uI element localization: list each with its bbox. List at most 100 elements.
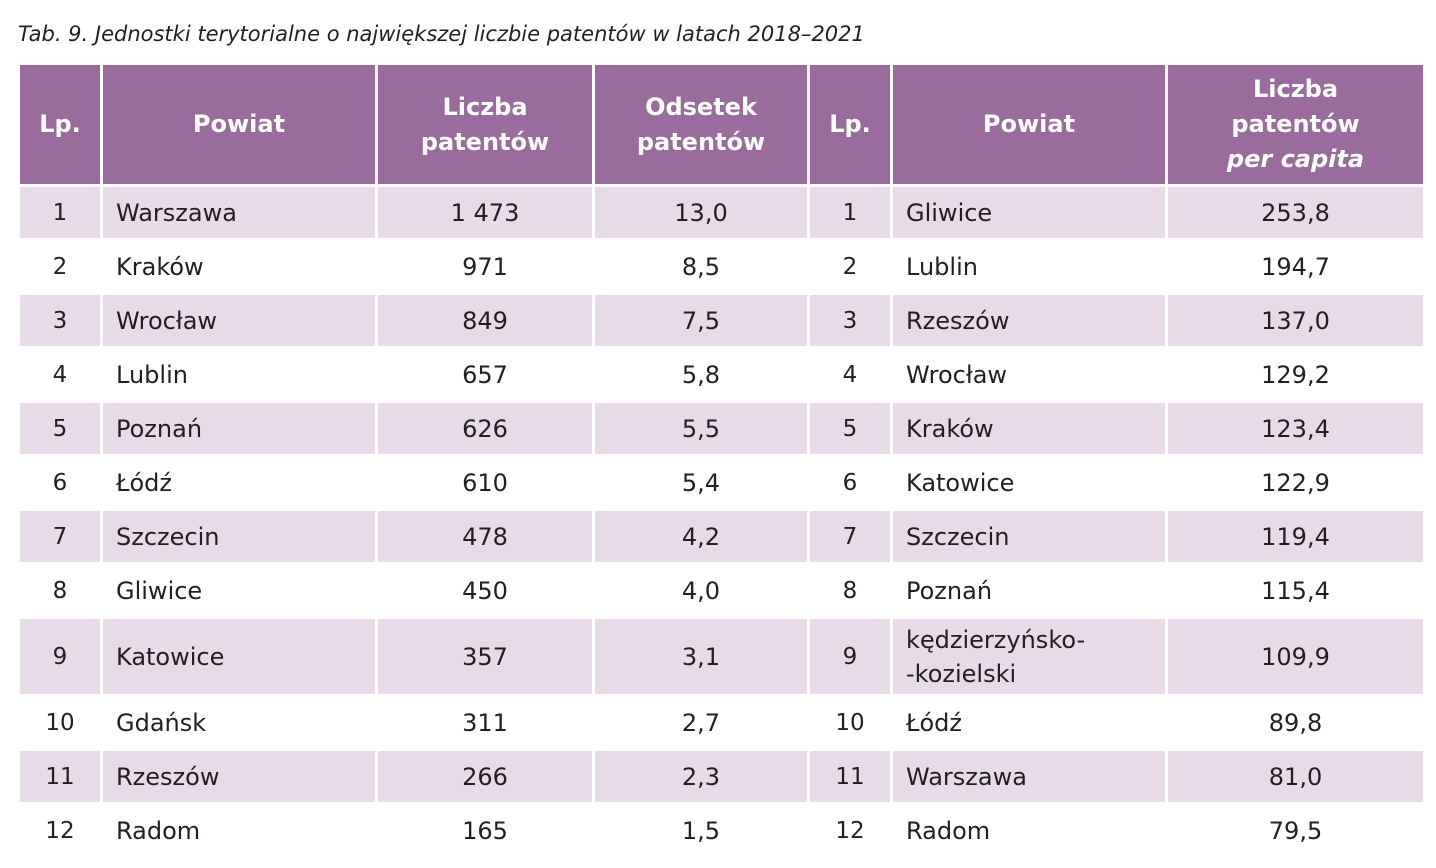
header-odsetek-line2: patentów: [636, 127, 766, 156]
cell-per-capita: 89,8: [1168, 697, 1423, 748]
header-liczba-line1: Liczba: [442, 92, 528, 121]
cell-lp-left: 3: [20, 295, 100, 346]
cell-per-capita: 79,5: [1168, 805, 1423, 856]
cell-liczba: 657: [378, 349, 592, 400]
header-liczba-line2: patentów: [420, 127, 550, 156]
table-row: 10 Gdańsk 311 2,7 10 Łódź 89,8: [20, 697, 1423, 748]
table-row: 8 Gliwice 450 4,0 8 Poznań 115,4: [20, 565, 1423, 616]
cell-powiat-right: Radom: [893, 805, 1165, 856]
cell-odsetek: 8,5: [595, 241, 807, 292]
cell-per-capita: 253,8: [1168, 187, 1423, 238]
cell-odsetek: 5,8: [595, 349, 807, 400]
table-row: 4 Lublin 657 5,8 4 Wrocław 129,2: [20, 349, 1423, 400]
cell-powiat-left: Łódź: [103, 457, 375, 508]
cell-powiat-right: Katowice: [893, 457, 1165, 508]
cell-odsetek: 2,7: [595, 697, 807, 748]
patents-table: Lp. Powiat Liczba patentów Odsetek paten…: [17, 62, 1426, 859]
cell-lp-right: 12: [810, 805, 890, 856]
cell-lp-left: 4: [20, 349, 100, 400]
cell-powiat-left: Szczecin: [103, 511, 375, 562]
header-odsetek-line1: Odsetek: [645, 92, 757, 121]
cell-powiat-left: Warszawa: [103, 187, 375, 238]
header-liczba-patentow: Liczba patentów: [378, 65, 592, 184]
cell-per-capita: 115,4: [1168, 565, 1423, 616]
cell-lp-left: 8: [20, 565, 100, 616]
cell-powiat-left: Radom: [103, 805, 375, 856]
cell-powiat-left: Wrocław: [103, 295, 375, 346]
cell-liczba: 266: [378, 751, 592, 802]
cell-liczba: 450: [378, 565, 592, 616]
cell-powiat-left: Gliwice: [103, 565, 375, 616]
cell-lp-right: 6: [810, 457, 890, 508]
header-lp-left: Lp.: [20, 65, 100, 184]
cell-powiat-left: Lublin: [103, 349, 375, 400]
table-row: 9 Katowice 357 3,1 9 kędzierzyńsko- -koz…: [20, 619, 1423, 694]
header-pc-line3: per capita: [1226, 145, 1365, 173]
cell-powiat-left: Poznań: [103, 403, 375, 454]
cell-powiat-right: Lublin: [893, 241, 1165, 292]
cell-lp-left: 10: [20, 697, 100, 748]
table-row: 1 Warszawa 1 473 13,0 1 Gliwice 253,8: [20, 187, 1423, 238]
cell-lp-right: 8: [810, 565, 890, 616]
cell-lp-right: 10: [810, 697, 890, 748]
cell-liczba: 357: [378, 619, 592, 694]
cell-odsetek: 5,5: [595, 403, 807, 454]
header-per-capita: Liczba patentów per capita: [1168, 65, 1423, 184]
cell-odsetek: 13,0: [595, 187, 807, 238]
cell-lp-right: 1: [810, 187, 890, 238]
table-row: 6 Łódź 610 5,4 6 Katowice 122,9: [20, 457, 1423, 508]
cell-odsetek: 4,0: [595, 565, 807, 616]
cell-lp-left: 5: [20, 403, 100, 454]
cell-odsetek: 7,5: [595, 295, 807, 346]
cell-lp-left: 1: [20, 187, 100, 238]
cell-lp-right: 2: [810, 241, 890, 292]
header-odsetek-patentow: Odsetek patentów: [595, 65, 807, 184]
cell-powiat-right: Szczecin: [893, 511, 1165, 562]
cell-odsetek: 4,2: [595, 511, 807, 562]
cell-per-capita: 122,9: [1168, 457, 1423, 508]
cell-powiat-right: Rzeszów: [893, 295, 1165, 346]
cell-lp-right: 9: [810, 619, 890, 694]
table-caption: Tab. 9. Jednostki terytorialne o najwięk…: [18, 22, 865, 46]
header-pc-line1: Liczba: [1252, 75, 1339, 103]
cell-liczba: 478: [378, 511, 592, 562]
cell-powiat-right: Kraków: [893, 403, 1165, 454]
cell-lp-left: 2: [20, 241, 100, 292]
cell-per-capita: 194,7: [1168, 241, 1423, 292]
cell-powiat-right: kędzierzyńsko- -kozielski: [893, 619, 1165, 694]
cell-lp-left: 11: [20, 751, 100, 802]
cell-liczba: 610: [378, 457, 592, 508]
table-row: 3 Wrocław 849 7,5 3 Rzeszów 137,0: [20, 295, 1423, 346]
cell-powiat-left: Katowice: [103, 619, 375, 694]
cell-lp-left: 12: [20, 805, 100, 856]
header-row: Lp. Powiat Liczba patentów Odsetek paten…: [20, 65, 1423, 184]
header-powiat-left: Powiat: [103, 65, 375, 184]
cell-powiat-right: Warszawa: [893, 751, 1165, 802]
cell-per-capita: 81,0: [1168, 751, 1423, 802]
cell-powiat-right: Łódź: [893, 697, 1165, 748]
table-row: 11 Rzeszów 266 2,3 11 Warszawa 81,0: [20, 751, 1423, 802]
cell-lp-right: 11: [810, 751, 890, 802]
cell-powiat-left: Kraków: [103, 241, 375, 292]
table-row: 12 Radom 165 1,5 12 Radom 79,5: [20, 805, 1423, 856]
cell-per-capita: 129,2: [1168, 349, 1423, 400]
cell-powiat-left: Gdańsk: [103, 697, 375, 748]
header-lp-right: Lp.: [810, 65, 890, 184]
cell-liczba: 626: [378, 403, 592, 454]
cell-liczba: 165: [378, 805, 592, 856]
cell-lp-right: 5: [810, 403, 890, 454]
cell-powiat-right: Wrocław: [893, 349, 1165, 400]
cell-odsetek: 1,5: [595, 805, 807, 856]
cell-powiat-left: Rzeszów: [103, 751, 375, 802]
cell-per-capita: 137,0: [1168, 295, 1423, 346]
header-powiat-right: Powiat: [893, 65, 1165, 184]
cell-lp-right: 4: [810, 349, 890, 400]
cell-per-capita: 109,9: [1168, 619, 1423, 694]
cell-lp-right: 3: [810, 295, 890, 346]
cell-liczba: 1 473: [378, 187, 592, 238]
header-pc-line2: patentów: [1231, 110, 1360, 138]
cell-liczba: 311: [378, 697, 592, 748]
cell-powiat-right: Gliwice: [893, 187, 1165, 238]
table-row: 7 Szczecin 478 4,2 7 Szczecin 119,4: [20, 511, 1423, 562]
cell-lp-left: 9: [20, 619, 100, 694]
